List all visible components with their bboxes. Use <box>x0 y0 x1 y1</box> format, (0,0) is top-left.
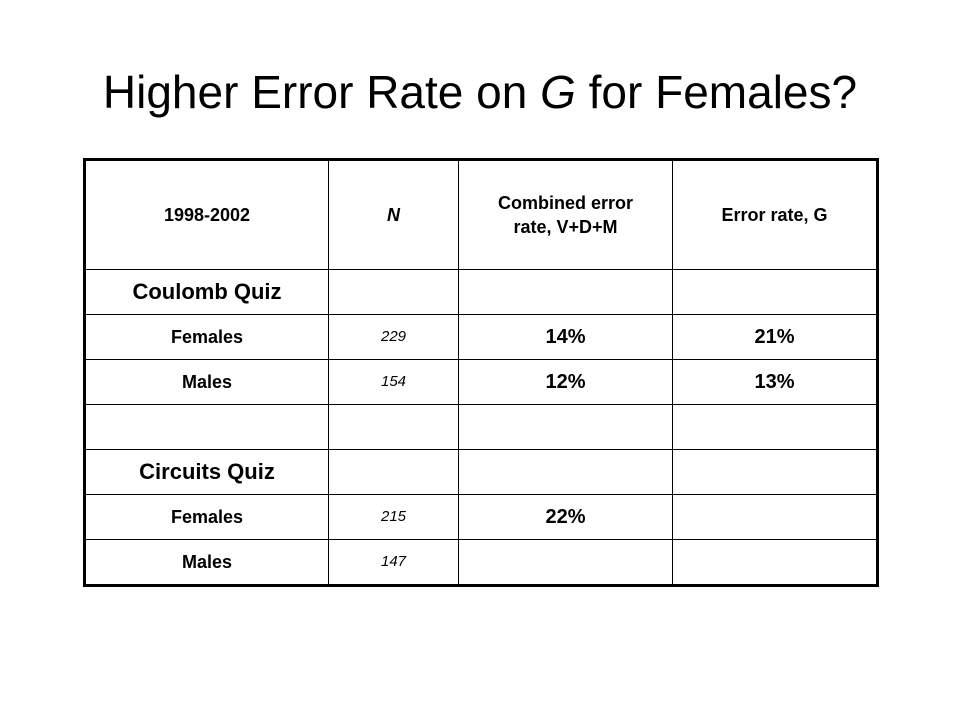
section-label-coulomb: Coulomb Quiz <box>84 269 329 315</box>
empty-cell <box>328 404 459 450</box>
row-n: 215 <box>328 494 459 540</box>
row-n: 147 <box>328 539 459 586</box>
row-combined: 12% <box>458 359 673 405</box>
row-g-rate <box>672 494 878 540</box>
empty-cell <box>84 404 329 450</box>
row-g-rate: 13% <box>672 359 878 405</box>
section-label-circuits: Circuits Quiz <box>84 449 329 495</box>
row-label: Males <box>84 359 329 405</box>
row-n: 154 <box>328 359 459 405</box>
spacer-row <box>84 404 878 450</box>
empty-cell <box>672 269 878 315</box>
empty-cell <box>458 404 673 450</box>
empty-cell <box>328 269 459 315</box>
title-part-1: Higher Error Rate on <box>102 66 541 118</box>
header-combined: Combined error rate, V+D+M <box>458 159 673 270</box>
row-label: Females <box>84 314 329 360</box>
section-row-coulomb: Coulomb Quiz <box>84 269 878 315</box>
empty-cell <box>458 449 673 495</box>
header-period: 1998-2002 <box>84 159 329 270</box>
table-row: Males 147 <box>84 539 878 586</box>
table-row: Females 229 14% 21% <box>84 314 878 360</box>
table-row: Females 215 22% <box>84 494 878 540</box>
row-g-rate: 21% <box>672 314 878 360</box>
empty-cell <box>328 449 459 495</box>
empty-cell <box>672 404 878 450</box>
row-combined: 22% <box>458 494 673 540</box>
error-rate-table: 1998-2002 N Combined error rate, V+D+M E… <box>83 158 879 587</box>
row-g-rate <box>672 539 878 586</box>
table-row: Males 154 12% 13% <box>84 359 878 405</box>
header-n: N <box>328 159 459 270</box>
row-label: Males <box>84 539 329 586</box>
title-part-2: for Females? <box>575 66 858 118</box>
section-row-circuits: Circuits Quiz <box>84 449 878 495</box>
empty-cell <box>672 449 878 495</box>
row-combined: 14% <box>458 314 673 360</box>
header-g-rate: Error rate, G <box>672 159 878 270</box>
row-combined <box>458 539 673 586</box>
header-row: 1998-2002 N Combined error rate, V+D+M E… <box>84 159 878 270</box>
row-label: Females <box>84 494 329 540</box>
title-g: G <box>540 66 576 118</box>
slide-title: Higher Error Rate on G for Females? <box>0 62 960 122</box>
row-n: 229 <box>328 314 459 360</box>
empty-cell <box>458 269 673 315</box>
